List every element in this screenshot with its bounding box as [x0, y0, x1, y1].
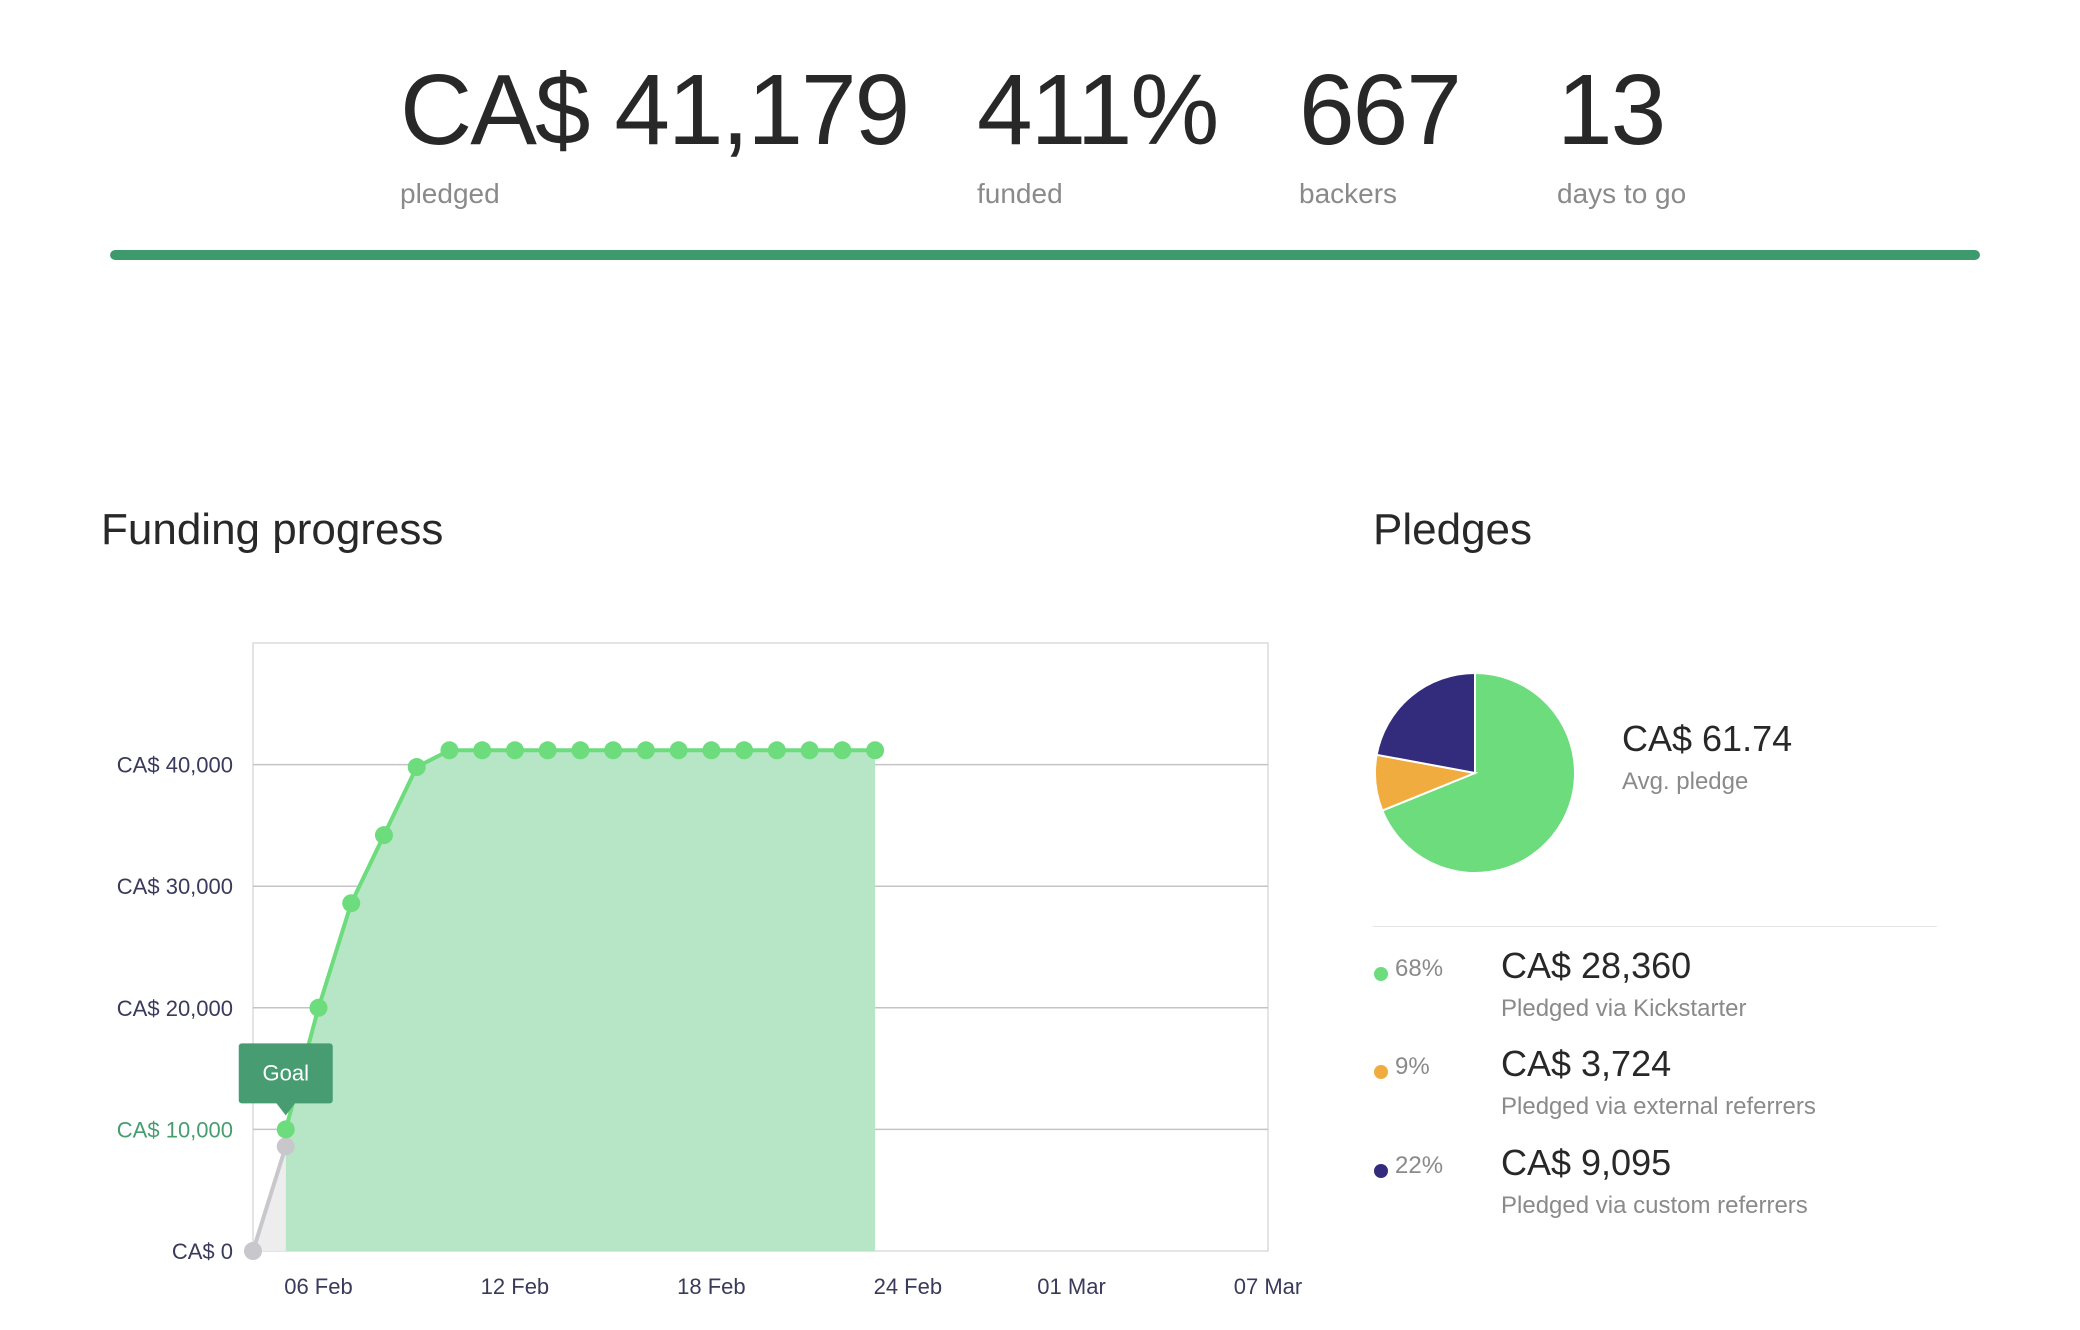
funding-progress-bar: [110, 250, 1980, 260]
y-tick-label: CA$ 10,000: [117, 1117, 233, 1142]
data-point: [866, 741, 885, 760]
data-point: [571, 741, 590, 760]
goal-tooltip-pointer: [275, 1102, 296, 1116]
backers-count: 667: [1299, 54, 1462, 166]
funding-progress-chart: CA$ 0 CA$ 10,000 CA$ 20,000 CA$ 30,000 CA$ 4…: [117, 642, 1302, 1299]
y-tick-label: CA$ 40,000: [117, 753, 233, 778]
data-point: [342, 894, 361, 913]
x-tick-label: 06 Feb: [284, 1274, 353, 1299]
goal-tooltip: Goal: [238, 1043, 333, 1116]
y-tick-label: CA$ 20,000: [117, 996, 233, 1021]
pledge-source-custom-referrers: 22% CA$ 9,095 Pledged via custom referre…: [1373, 1142, 1993, 1232]
y-tick-label: CA$ 0: [172, 1239, 233, 1264]
pledge-source-kickstarter: 68% CA$ 28,360 Pledged via Kickstarter: [1373, 945, 1993, 1035]
pre-goal-area: [253, 1129, 286, 1251]
backers-label: backers: [1299, 178, 1398, 209]
data-point: [276, 1137, 295, 1156]
data-point: [244, 1242, 262, 1260]
pie-slice: [1375, 671, 1476, 775]
data-point: [538, 741, 557, 760]
data-point: [505, 741, 524, 760]
avg-pledge: CA$ 61.74 Avg. pledge: [1622, 718, 1792, 796]
pledge-source-label: Pledged via custom referrers: [1501, 1192, 1808, 1219]
pledge-source-percent: 68%: [1395, 955, 1444, 982]
data-point: [309, 998, 328, 1017]
data-point: [767, 741, 786, 760]
avg-pledge-label: Avg. pledge: [1622, 768, 1749, 795]
data-point: [833, 741, 852, 760]
x-tick-label: 24 Feb: [874, 1274, 943, 1299]
data-point: [669, 741, 688, 760]
pledge-source-amount: CA$ 3,724: [1501, 1043, 1672, 1084]
legend-dot: [1374, 1164, 1388, 1178]
x-tick-label: 12 Feb: [481, 1274, 550, 1299]
pledges-pie-chart: [1370, 668, 1580, 878]
pledge-source-amount: CA$ 28,360: [1501, 945, 1692, 986]
pledged-amount: CA$ 41,179: [400, 54, 910, 166]
funding-progress-fill: [110, 250, 1980, 260]
pledge-source-label: Pledged via Kickstarter: [1501, 995, 1747, 1022]
data-point: [800, 741, 819, 760]
days-to-go-count: 13: [1557, 54, 1666, 166]
data-point: [440, 741, 459, 760]
pledge-source-percent: 22%: [1395, 1152, 1444, 1179]
pledge-source-amount: CA$ 9,095: [1501, 1142, 1672, 1183]
pie-slice: [1381, 671, 1576, 874]
funding-area: [285, 750, 876, 1251]
avg-pledge-value: CA$ 61.74: [1622, 718, 1793, 759]
data-point: [735, 741, 754, 760]
data-point: [473, 741, 492, 760]
stat-backers: 667 backers: [1299, 54, 1462, 210]
pledge-source-label: Pledged via external referrers: [1501, 1093, 1816, 1120]
data-point: [604, 741, 623, 760]
stat-pledged: CA$ 41,179 pledged: [400, 54, 910, 210]
legend-dot: [1374, 967, 1388, 981]
funding-progress-title: Funding progress: [101, 505, 444, 554]
legend-dot: [1374, 1065, 1388, 1079]
stat-days-to-go: 13 days to go: [1557, 60, 1686, 210]
pledged-label: pledged: [400, 178, 500, 209]
pledge-source-percent: 9%: [1395, 1053, 1430, 1080]
pledges-title: Pledges: [1373, 505, 1533, 554]
funded-percent: 411%: [977, 54, 1219, 166]
pledges-divider: [1373, 926, 1937, 927]
data-point: [702, 741, 721, 760]
pledge-source-external-referrers: 9% CA$ 3,724 Pledged via external referr…: [1373, 1043, 1993, 1133]
x-tick-label: 18 Feb: [677, 1274, 746, 1299]
goal-tooltip-label: Goal: [262, 1060, 308, 1085]
x-tick-label: 07 Mar: [1234, 1274, 1302, 1299]
data-point: [276, 1120, 295, 1139]
data-point: [374, 826, 393, 845]
goal-tooltip-box: [238, 1043, 333, 1104]
data-point: [407, 758, 426, 777]
stat-funded: 411% funded: [977, 54, 1219, 210]
funded-label: funded: [977, 178, 1063, 209]
x-tick-label: 01 Mar: [1037, 1274, 1105, 1299]
y-tick-label: CA$ 30,000: [117, 874, 233, 899]
data-point: [636, 741, 655, 760]
days-to-go-label: days to go: [1557, 178, 1687, 209]
